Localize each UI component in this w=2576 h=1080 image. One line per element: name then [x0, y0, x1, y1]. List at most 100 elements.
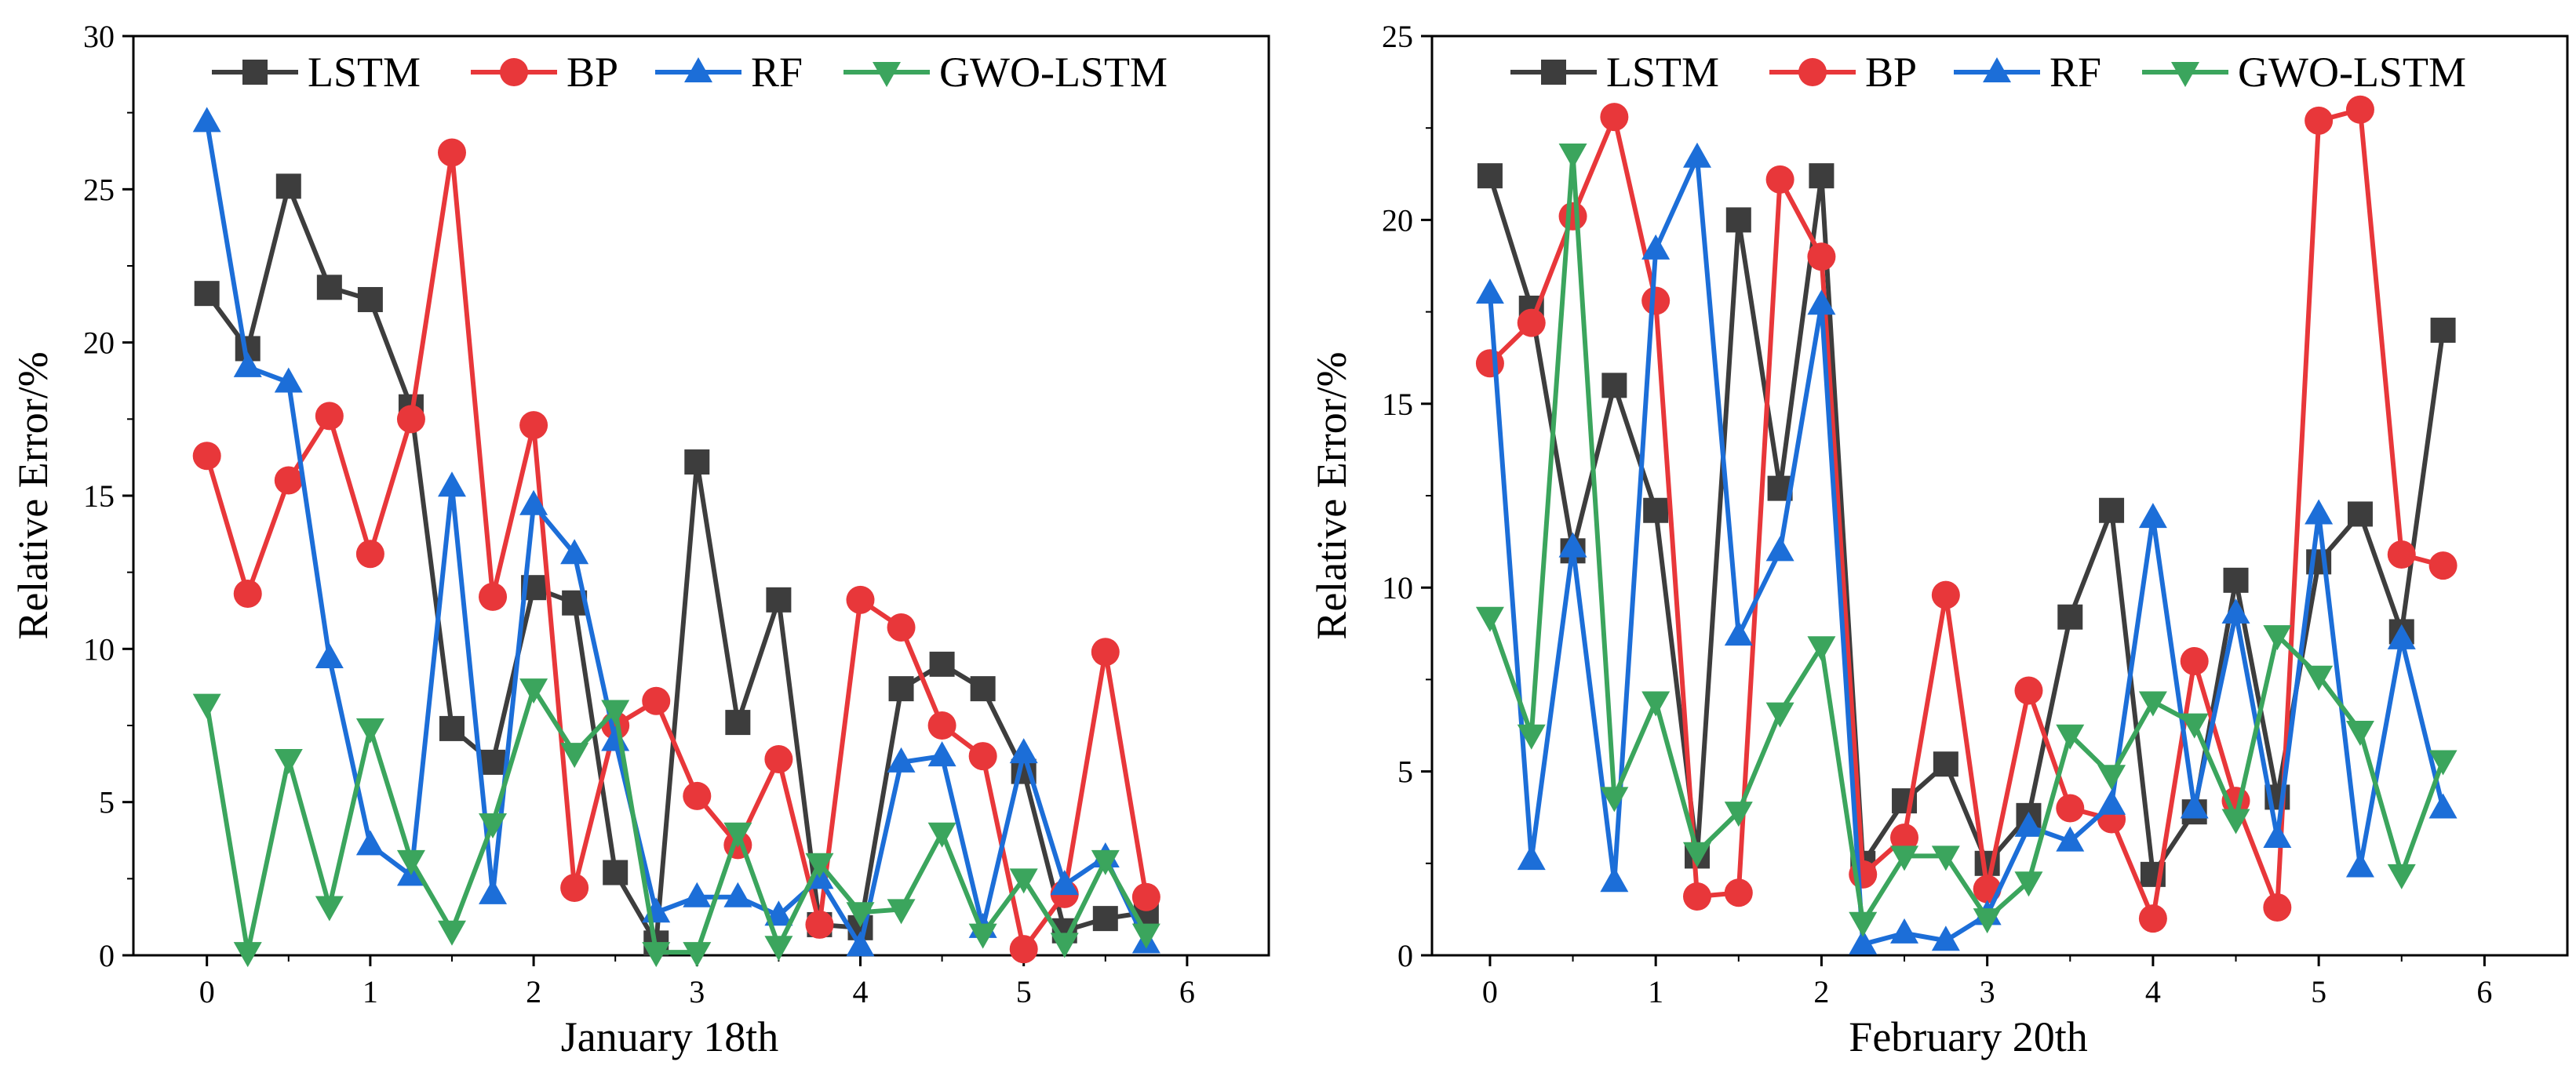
data-point-rf [1682, 142, 1711, 168]
series-line-rf [1487, 155, 2446, 947]
y-axis-title: Relative Error/% [9, 351, 56, 639]
data-point-rf [519, 489, 548, 515]
data-point-rf [2138, 503, 2167, 529]
data-point-gwo-lstm [723, 822, 752, 848]
data-point-rf [437, 471, 466, 497]
data-point-rf [1849, 929, 1878, 955]
data-point-lstm [2057, 604, 2083, 630]
data-point-rf [315, 643, 344, 669]
data-point-rf [1765, 536, 1794, 562]
data-point-lstm [316, 275, 342, 300]
data-point-gwo-lstm [1131, 923, 1160, 949]
data-point-bp [1009, 935, 1038, 964]
data-point-gwo-lstm [2263, 625, 2292, 651]
y-tick-label: 15 [83, 478, 115, 514]
data-point-bp [396, 405, 425, 434]
x-tick-label: 6 [2476, 974, 2492, 1009]
data-point-gwo-lstm [355, 718, 384, 744]
data-point-rf [1807, 289, 1836, 315]
data-point-rf [1475, 278, 1504, 304]
data-point-lstm [1601, 373, 1627, 398]
data-point-rf [192, 107, 221, 133]
x-tick-label: 5 [1016, 974, 1032, 1009]
legend-item-gwo-lstm: GWO-LSTM [2142, 49, 2466, 96]
legend-item-rf: RF [1954, 49, 2101, 96]
data-point-lstm [2347, 501, 2373, 527]
data-point-rf [1890, 918, 1919, 944]
data-point-rf [2180, 793, 2209, 819]
data-point-rf [560, 539, 589, 565]
data-point-rf [1050, 870, 1079, 896]
data-point-bp [2387, 540, 2416, 569]
data-point-bp [2305, 106, 2334, 135]
data-point-bp [1724, 878, 1753, 907]
y-tick-label: 15 [1382, 387, 1413, 422]
data-point-gwo-lstm [927, 822, 956, 848]
data-point-gwo-lstm [437, 920, 466, 946]
data-point-rf [723, 882, 752, 907]
data-point-bp [1517, 308, 1546, 337]
legend-label: BP [1865, 49, 1917, 96]
data-point-gwo-lstm [233, 942, 262, 968]
y-tick-label: 0 [99, 938, 115, 973]
data-point-rf [2387, 624, 2416, 649]
data-point-bp [2180, 646, 2209, 675]
data-point-rf [1517, 845, 1546, 871]
data-point-rf [1724, 620, 1753, 646]
data-point-gwo-lstm [1890, 845, 1919, 871]
series-gwo-lstm [1475, 144, 2458, 937]
data-point-rf [2263, 822, 2292, 848]
y-tick-label: 30 [83, 19, 115, 54]
data-point-bp [479, 582, 508, 611]
data-point-bp [1807, 242, 1836, 271]
data-point-lstm [970, 676, 996, 702]
data-point-gwo-lstm [1682, 842, 1711, 867]
data-point-lstm [1933, 751, 1958, 777]
data-point-gwo-lstm [1807, 636, 1836, 662]
data-point-bp [1890, 823, 1919, 852]
x-axis-title: January 18th [561, 1013, 778, 1060]
legend-marker [1798, 58, 1827, 86]
data-point-gwo-lstm [519, 678, 548, 704]
legend-item-bp: BP [1769, 49, 1917, 96]
data-point-gwo-lstm [846, 902, 875, 928]
legend-label: BP [567, 49, 618, 96]
data-point-gwo-lstm [683, 942, 712, 968]
data-point-rf [2428, 793, 2458, 819]
data-point-bp [1131, 882, 1160, 911]
data-point-rf [846, 931, 875, 957]
data-point-bp [887, 613, 916, 642]
y-tick-label: 5 [99, 785, 115, 820]
data-point-bp [1091, 638, 1120, 667]
data-point-lstm [766, 587, 792, 613]
data-point-gwo-lstm [396, 849, 425, 875]
legend-item-lstm: LSTM [212, 49, 421, 96]
data-point-bp [315, 402, 344, 431]
data-point-rf [2097, 789, 2126, 815]
series-gwo-lstm [192, 678, 1160, 968]
data-point-gwo-lstm [1600, 787, 1629, 813]
data-point-rf [274, 367, 303, 393]
data-point-rf [927, 741, 956, 767]
data-point-bp [2263, 893, 2292, 922]
data-point-bp [1641, 286, 1671, 315]
legend: LSTM BP RF GWO-LSTM [1510, 49, 2466, 96]
legend-marker [242, 60, 268, 85]
data-point-bp [1931, 580, 1960, 609]
data-point-gwo-lstm [805, 853, 834, 878]
x-tick-label: 5 [2311, 974, 2326, 1009]
data-point-rf [2305, 499, 2334, 525]
data-point-gwo-lstm [2428, 750, 2458, 776]
data-point-bp [519, 411, 548, 440]
legend-label: LSTM [1606, 49, 1719, 96]
data-point-gwo-lstm [1765, 702, 1794, 728]
series-line-rf [204, 121, 1149, 949]
x-tick-label: 4 [852, 974, 868, 1009]
data-point-lstm [2099, 497, 2125, 523]
y-tick-label: 20 [1382, 202, 1413, 238]
data-point-bp [846, 585, 875, 614]
data-point-rf [1009, 738, 1038, 764]
data-point-gwo-lstm [642, 942, 671, 968]
data-point-gwo-lstm [1931, 845, 1960, 871]
data-point-gwo-lstm [479, 813, 508, 839]
